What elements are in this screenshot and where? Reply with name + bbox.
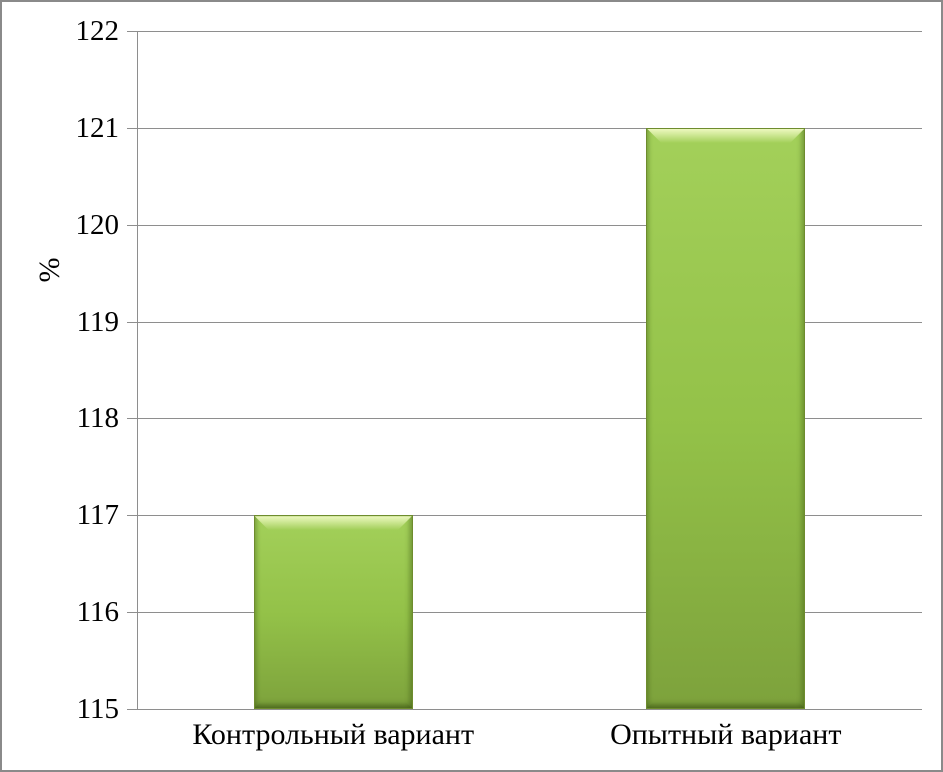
y-tick-mark-121 [127, 127, 137, 129]
y-tick-mark-118 [127, 418, 137, 420]
gridline-121 [137, 127, 922, 129]
gridline-118 [137, 418, 922, 420]
y-tick-mark-119 [127, 321, 137, 323]
y-tick-mark-116 [127, 612, 137, 614]
y-tick-label-122: 122 [75, 15, 120, 47]
bar-1 [646, 127, 806, 709]
x-category-label-0: Контрольный вариант [192, 718, 475, 751]
y-tick-label-115: 115 [76, 693, 119, 725]
bar-0 [253, 515, 413, 709]
y-tick-label-117: 117 [76, 499, 119, 532]
gridline-116 [137, 612, 922, 614]
y-axis-line [137, 31, 138, 710]
y-tick-mark-122 [127, 31, 137, 32]
y-tick-label-119: 119 [76, 305, 119, 338]
y-tick-mark-120 [127, 224, 137, 226]
y-tick-mark-117 [127, 515, 137, 517]
x-category-label-1: Опытный вариант [610, 718, 842, 751]
gridline-120 [137, 224, 922, 226]
y-tick-label-121: 121 [75, 111, 120, 144]
plot-area [137, 31, 922, 710]
gridline-122 [137, 31, 922, 32]
y-tick-label-118: 118 [76, 402, 119, 435]
y-tick-label-120: 120 [75, 208, 120, 241]
y-tick-label-116: 116 [76, 596, 119, 629]
gridline-115 [137, 709, 922, 710]
gridline-117 [137, 515, 922, 517]
y-axis-title: % [33, 257, 66, 283]
gridline-119 [137, 321, 922, 323]
y-tick-mark-115 [127, 709, 137, 710]
